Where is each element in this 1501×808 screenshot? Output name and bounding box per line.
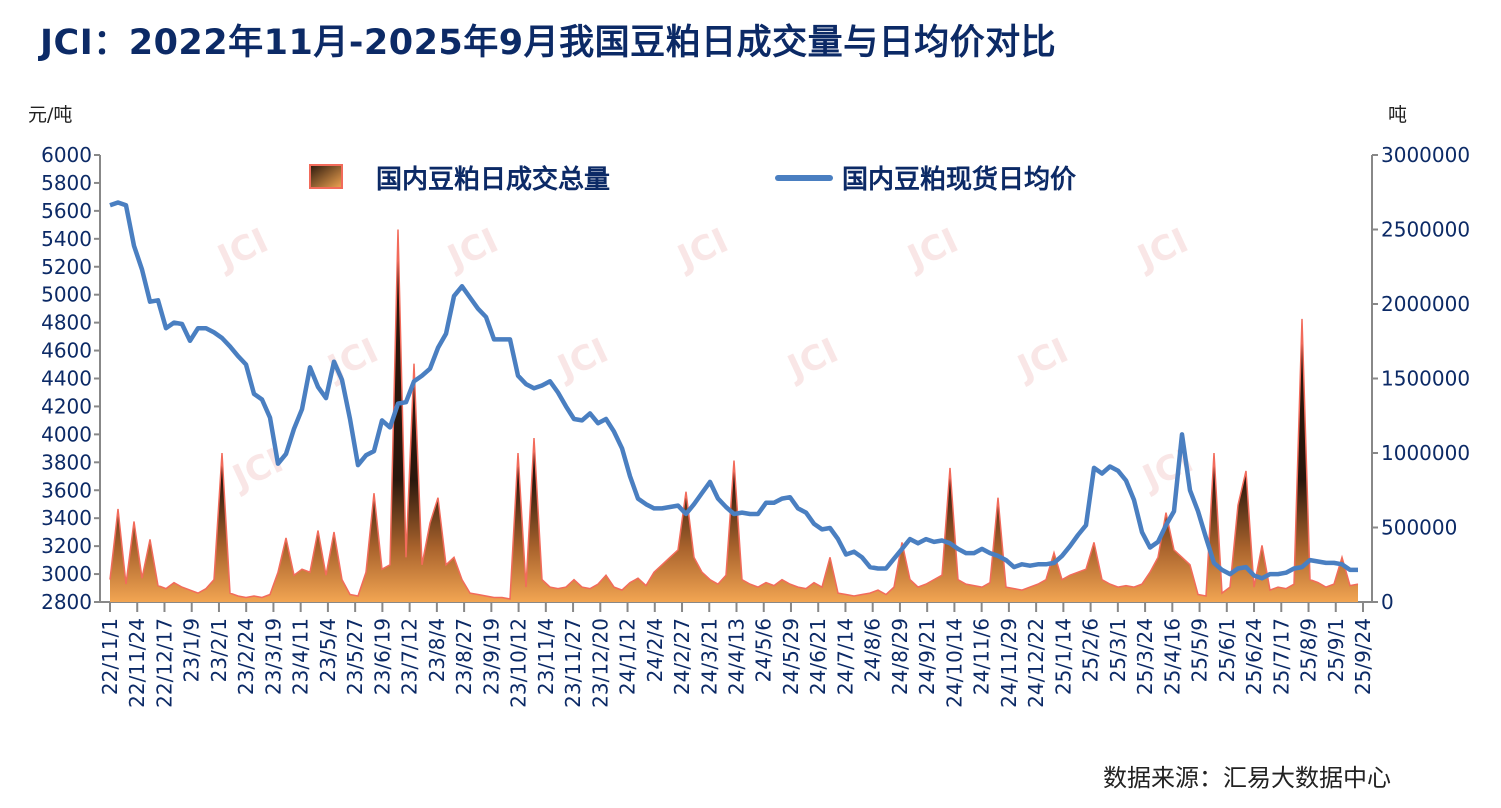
x-tick-label: 25/9/24	[1351, 618, 1375, 695]
left-tick-label: 6000	[41, 143, 92, 167]
right-tick-label: 2000000	[1381, 292, 1470, 316]
left-tick-label: 5400	[41, 227, 92, 251]
right-tick-label: 0	[1381, 590, 1394, 614]
watermark-text: JCI	[550, 331, 614, 389]
x-tick-label: 24/10/14	[942, 618, 966, 708]
x-tick-label: 24/8/6	[861, 618, 885, 682]
x-tick-label: 25/1/14	[1051, 618, 1075, 695]
x-tick-label: 23/11/27	[561, 618, 585, 708]
left-tick-label: 3600	[41, 478, 92, 502]
chart-title: JCI：2022年11月-2025年9月我国豆粕日成交量与日均价对比	[40, 23, 1057, 63]
right-tick-label: 2500000	[1381, 218, 1470, 242]
legend-volume-swatch	[309, 164, 343, 189]
x-tick-label: 24/11/29	[997, 618, 1021, 708]
x-tick-label: 25/6/1	[1215, 618, 1239, 682]
left-tick-label: 3000	[41, 562, 92, 586]
x-tick-label: 25/9/1	[1324, 618, 1348, 682]
x-tick-label: 23/5/4	[316, 618, 340, 682]
left-tick-label: 4600	[41, 339, 92, 363]
right-tick-label: 1500000	[1381, 367, 1470, 391]
x-tick-label: 24/12/22	[1024, 618, 1048, 708]
x-tick-label: 23/6/19	[370, 618, 394, 695]
x-tick-label: 25/8/9	[1297, 618, 1321, 682]
x-tick-label: 23/2/24	[234, 618, 258, 695]
left-tick-label: 5000	[41, 283, 92, 307]
x-tick-label: 23/7/12	[398, 618, 422, 695]
data-source: 数据来源：汇易大数据中心	[1103, 764, 1391, 792]
right-tick-label: 3000000	[1381, 143, 1470, 167]
x-tick-label: 24/7/14	[833, 618, 857, 695]
x-tick-label: 24/6/21	[806, 618, 830, 695]
x-tick-label: 24/9/21	[915, 618, 939, 695]
x-tick-label: 25/5/9	[1188, 618, 1212, 682]
left-tick-label: 5800	[41, 171, 92, 195]
left-axis-unit: 元/吨	[28, 104, 73, 126]
watermark-text: JCI	[440, 221, 504, 279]
x-tick-label: 24/4/13	[725, 618, 749, 695]
x-tick-label: 25/4/16	[1160, 618, 1184, 695]
marks	[109, 200, 1359, 602]
axes: 6000 5800 5600 5400 5200 5000 4800 4600 4400 4200…	[41, 143, 1470, 708]
legend-volume-label: 国内豆粕日成交总量	[376, 164, 610, 195]
x-tick-label: 22/11/24	[125, 618, 149, 708]
x-tick-label: 25/6/24	[1242, 618, 1266, 695]
left-tick-label: 4000	[41, 422, 92, 446]
watermark-text: JCI	[900, 221, 964, 279]
x-tick-label: 24/2/27	[670, 618, 694, 695]
x-tick-label: 23/3/19	[261, 618, 285, 695]
x-tick-label: 23/8/27	[452, 618, 476, 695]
x-tick-label: 24/11/6	[970, 618, 994, 695]
right-tick-label: 500000	[1381, 516, 1457, 540]
left-tick-label: 4800	[41, 311, 92, 335]
left-tick-label: 4200	[41, 394, 92, 418]
left-tick-label: 3800	[41, 450, 92, 474]
right-axis-unit: 吨	[1388, 104, 1408, 126]
x-tick-label: 23/2/1	[207, 618, 231, 682]
volume-line	[109, 229, 1359, 600]
x-tick-label: 25/2/6	[1079, 618, 1103, 682]
x-tick-label: 25/7/17	[1269, 618, 1293, 695]
left-tick-label: 2800	[41, 590, 92, 614]
left-tick-label: 5600	[41, 199, 92, 223]
watermark-text: JCI	[210, 221, 274, 279]
x-tick-label: 23/8/4	[425, 618, 449, 682]
left-tick-label: 3400	[41, 506, 92, 530]
x-tick-label: 22/12/17	[152, 618, 176, 708]
x-tick-label: 23/11/4	[534, 618, 558, 695]
watermark-text: JCI	[1130, 221, 1194, 279]
left-tick-label: 3200	[41, 534, 92, 558]
left-tick-label: 5200	[41, 255, 92, 279]
watermark-text: JCI	[780, 331, 844, 389]
x-tick-label: 24/2/4	[643, 618, 667, 682]
x-tick-label: 24/5/29	[779, 618, 803, 695]
x-tick-label: 25/3/24	[1133, 618, 1157, 695]
x-tick-label: 24/8/29	[888, 618, 912, 695]
x-tick-label: 25/3/1	[1106, 618, 1130, 682]
watermark-text: JCI	[1010, 331, 1074, 389]
x-tick-label: 23/5/27	[343, 618, 367, 695]
x-tick-label: 24/5/6	[752, 618, 776, 682]
x-tick-label: 23/4/11	[289, 618, 313, 695]
volume-area	[110, 229, 1358, 602]
x-tick-label: 24/3/21	[697, 618, 721, 695]
right-tick-label: 1000000	[1381, 441, 1470, 465]
x-tick-label: 24/1/12	[616, 618, 640, 695]
x-tick-label: 23/1/9	[180, 618, 204, 682]
legend-price-label: 国内豆粕现货日均价	[842, 164, 1077, 195]
legend: 国内豆粕日成交总量 国内豆粕现货日均价	[309, 164, 1077, 195]
left-tick-label: 4400	[41, 367, 92, 391]
x-tick-label: 23/12/20	[588, 618, 612, 708]
x-tick-label: 23/9/19	[479, 618, 503, 695]
x-tick-label: 23/10/12	[507, 618, 531, 708]
watermark-text: JCI	[225, 441, 289, 499]
price-line	[109, 200, 1358, 581]
x-tick-label: 22/11/1	[98, 618, 122, 695]
watermark-text: JCI	[670, 221, 734, 279]
